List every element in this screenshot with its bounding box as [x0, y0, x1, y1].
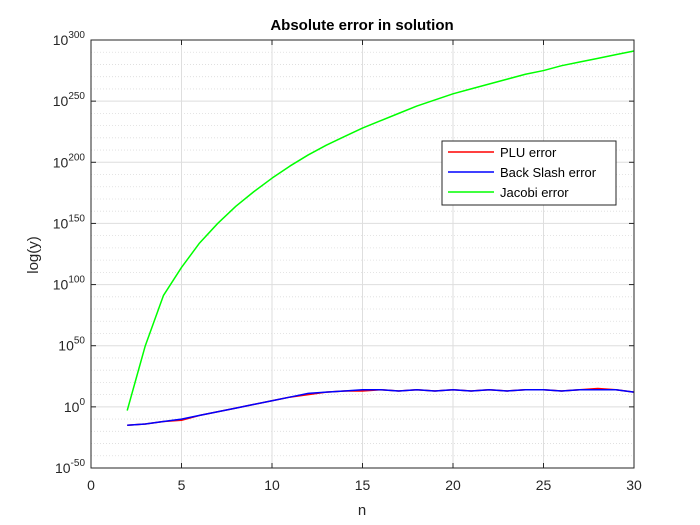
y-axis-label: log(y)	[25, 236, 42, 274]
y-tick-label: 10300	[53, 30, 86, 48]
x-tick-label: 10	[264, 477, 280, 493]
x-tick-label: 20	[445, 477, 461, 493]
series	[126, 50, 635, 426]
y-tick-label: 100	[64, 397, 86, 415]
x-tick-label: 25	[536, 477, 552, 493]
x-tick-label: 15	[355, 477, 371, 493]
series-line-jacobi-error	[126, 50, 635, 411]
chart-title: Absolute error in solution	[270, 17, 453, 34]
x-axis-label: n	[358, 502, 366, 519]
y-tick-label: 10-50	[55, 458, 85, 476]
series-line-back-slash-error	[127, 388, 635, 426]
x-tick-label: 5	[178, 477, 186, 493]
legend-label-jacobi: Jacobi error	[500, 185, 569, 200]
y-tick-label: 10200	[53, 152, 86, 170]
axes	[90, 39, 635, 469]
y-tick-label: 1050	[58, 336, 85, 354]
legend-label-plu: PLU error	[500, 145, 557, 160]
y-tick-label: 10150	[53, 213, 86, 231]
x-tick-label: 30	[626, 477, 642, 493]
y-tick-label: 10100	[53, 275, 86, 293]
tick-labels: 0 5 10 15 20 25 30 10-50 100 1050 10100 10150 10200 1…	[53, 30, 642, 493]
legend-label-backslash: Back Slash error	[500, 165, 597, 180]
legend: PLU error Back Slash error Jacobi error	[441, 140, 617, 206]
y-tick-label: 10250	[53, 91, 86, 109]
x-tick-label: 0	[87, 477, 95, 493]
